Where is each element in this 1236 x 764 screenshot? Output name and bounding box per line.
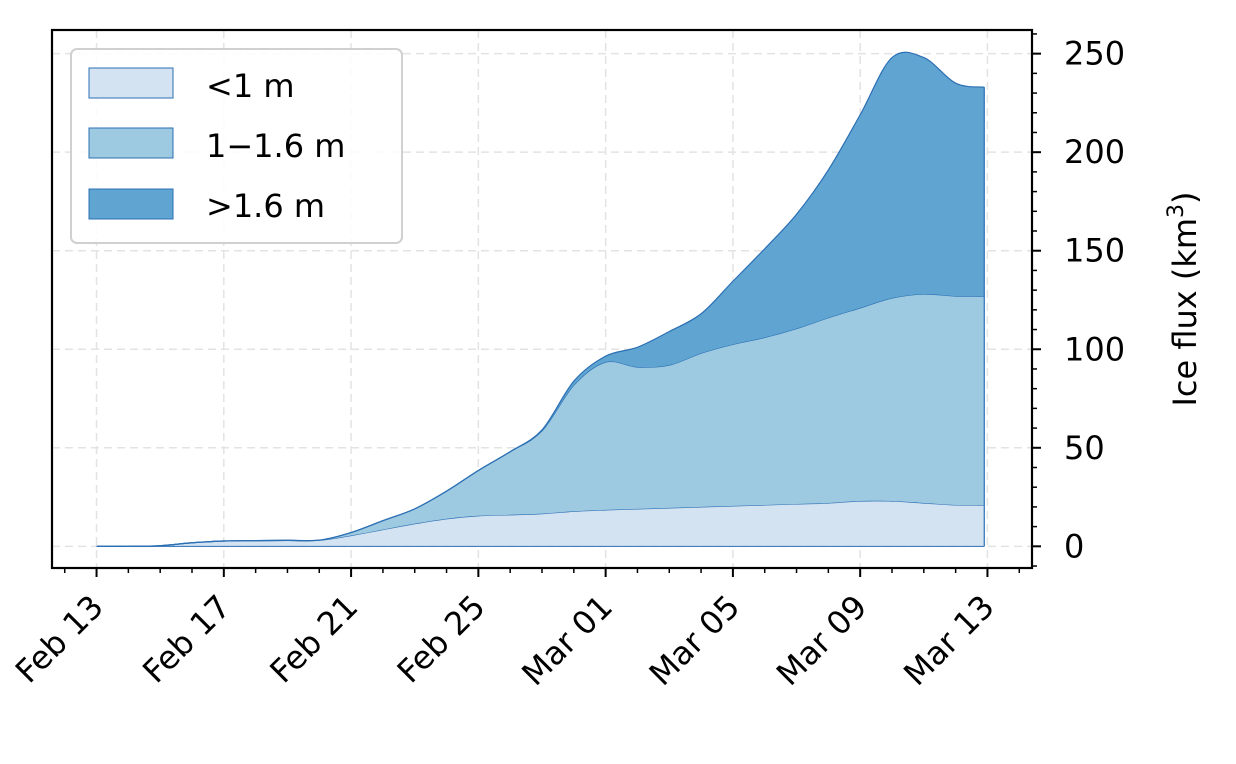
x-axis-ticks: Feb 13 Feb 17 Feb 21 Feb 25 Mar 01 Mar 05 Mar … (8, 568, 1021, 694)
area-1-1.6m (96, 294, 985, 547)
y-tick-label: 200 (1064, 133, 1125, 171)
x-tick-label: Mar 13 (896, 588, 1002, 694)
y-axis-title: Ice flux (km3) (1164, 191, 1204, 406)
y-tick-label: 250 (1064, 35, 1125, 73)
y-tick-label: 150 (1064, 232, 1125, 270)
x-tick-label: Mar 05 (642, 588, 748, 694)
x-tick-label: Mar 09 (769, 588, 875, 694)
area-lt1m (96, 500, 985, 547)
y-axis-ticks: 0 50 100 150 200 250 (1032, 33, 1125, 567)
legend-swatch-gt1.6m (88, 188, 174, 220)
x-tick-label: Feb 21 (262, 588, 365, 691)
y-tick-label: 0 (1064, 527, 1084, 565)
x-tick-label: Feb 17 (135, 588, 238, 691)
x-tick-label: Feb 25 (390, 588, 493, 691)
legend-label-1-1.6m: 1−1.6 m (206, 127, 345, 165)
series-boundary-line (96, 51, 985, 547)
y-tick-label: 50 (1064, 429, 1105, 467)
y-tick-label: 100 (1064, 330, 1125, 368)
legend: <1 m 1−1.6 m >1.6 m (70, 48, 403, 244)
stacked-areas (96, 51, 985, 547)
x-tick-label: Mar 01 (514, 588, 620, 694)
legend-label-lt1m: <1 m (206, 67, 295, 105)
legend-label-gt1.6m: >1.6 m (206, 187, 325, 225)
legend-swatch-1-1.6m (88, 127, 174, 159)
legend-swatch-lt1m (88, 67, 174, 99)
x-tick-label: Feb 13 (8, 588, 111, 691)
area-gt1.6m (96, 52, 985, 547)
